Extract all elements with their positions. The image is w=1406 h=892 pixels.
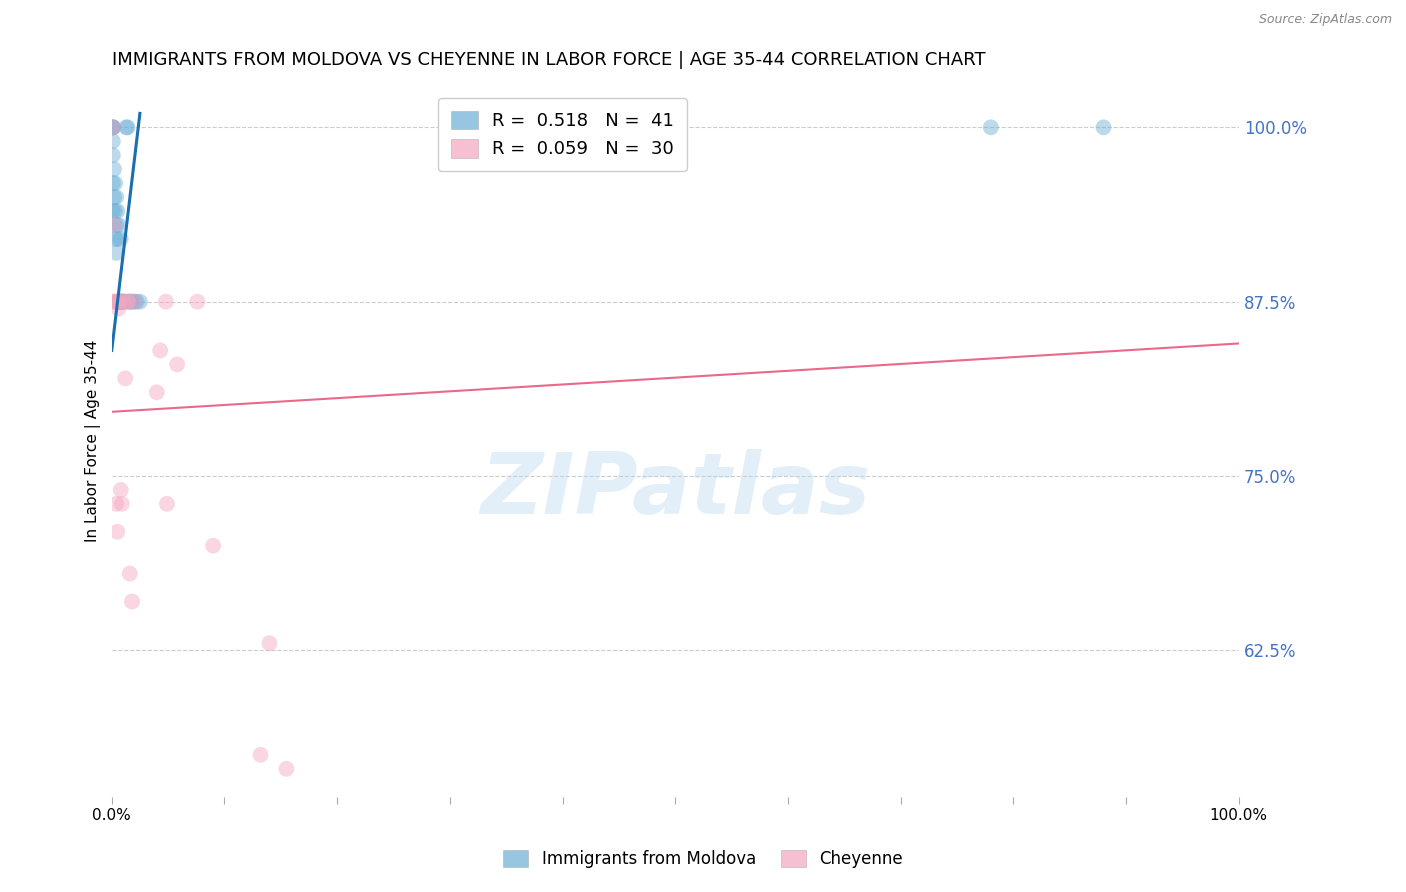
Y-axis label: In Labor Force | Age 35-44: In Labor Force | Age 35-44 — [86, 340, 101, 542]
Point — [118, 294, 141, 309]
Point — [202, 539, 225, 553]
Point — [128, 294, 150, 309]
Point — [111, 294, 134, 309]
Point — [118, 294, 141, 309]
Point — [101, 176, 124, 190]
Point — [101, 120, 124, 135]
Text: ZIPatlas: ZIPatlas — [479, 450, 870, 533]
Point — [108, 294, 131, 309]
Point — [121, 594, 143, 608]
Point — [103, 162, 125, 177]
Point — [276, 762, 298, 776]
Point — [105, 232, 128, 246]
Point — [104, 176, 127, 190]
Point — [117, 294, 139, 309]
Legend: R =  0.518   N =  41, R =  0.059   N =  30: R = 0.518 N = 41, R = 0.059 N = 30 — [439, 98, 688, 171]
Point — [105, 218, 128, 232]
Legend: Immigrants from Moldova, Cheyenne: Immigrants from Moldova, Cheyenne — [496, 843, 910, 875]
Point — [103, 190, 125, 204]
Point — [110, 294, 132, 309]
Point — [111, 497, 134, 511]
Point — [111, 294, 134, 309]
Point — [259, 636, 281, 650]
Point — [105, 497, 128, 511]
Point — [101, 204, 124, 219]
Point — [108, 294, 131, 309]
Point — [186, 294, 208, 309]
Point — [125, 294, 148, 309]
Point — [107, 294, 129, 309]
Point — [149, 343, 172, 358]
Point — [101, 120, 124, 135]
Point — [101, 294, 124, 309]
Point — [122, 294, 145, 309]
Point — [107, 301, 129, 316]
Point — [103, 218, 125, 232]
Point — [101, 134, 124, 148]
Point — [107, 218, 129, 232]
Point — [101, 148, 124, 162]
Point — [104, 294, 127, 309]
Point — [155, 294, 177, 309]
Text: Source: ZipAtlas.com: Source: ZipAtlas.com — [1258, 13, 1392, 27]
Point — [110, 232, 132, 246]
Point — [110, 294, 132, 309]
Point — [104, 232, 127, 246]
Point — [114, 371, 136, 385]
Point — [121, 294, 143, 309]
Point — [105, 245, 128, 260]
Point — [166, 358, 188, 372]
Text: IMMIGRANTS FROM MOLDOVA VS CHEYENNE IN LABOR FORCE | AGE 35-44 CORRELATION CHART: IMMIGRANTS FROM MOLDOVA VS CHEYENNE IN L… — [111, 51, 986, 69]
Point — [111, 294, 134, 309]
Point — [107, 294, 129, 309]
Point — [115, 120, 138, 135]
Point — [104, 294, 127, 309]
Point — [108, 294, 131, 309]
Point — [111, 294, 134, 309]
Point — [101, 120, 124, 135]
Point — [105, 190, 128, 204]
Point — [105, 294, 128, 309]
Point — [105, 524, 128, 539]
Point — [101, 120, 124, 135]
Point — [249, 747, 271, 762]
Point — [122, 294, 145, 309]
Point — [118, 566, 141, 581]
Point — [104, 204, 127, 219]
Point — [117, 294, 139, 309]
Point — [1092, 120, 1115, 135]
Point — [146, 385, 169, 400]
Point — [156, 497, 179, 511]
Point — [105, 204, 128, 219]
Point — [110, 483, 132, 497]
Point — [980, 120, 1002, 135]
Point — [103, 218, 125, 232]
Point — [101, 120, 124, 135]
Point — [117, 120, 139, 135]
Point — [111, 294, 134, 309]
Point — [114, 294, 136, 309]
